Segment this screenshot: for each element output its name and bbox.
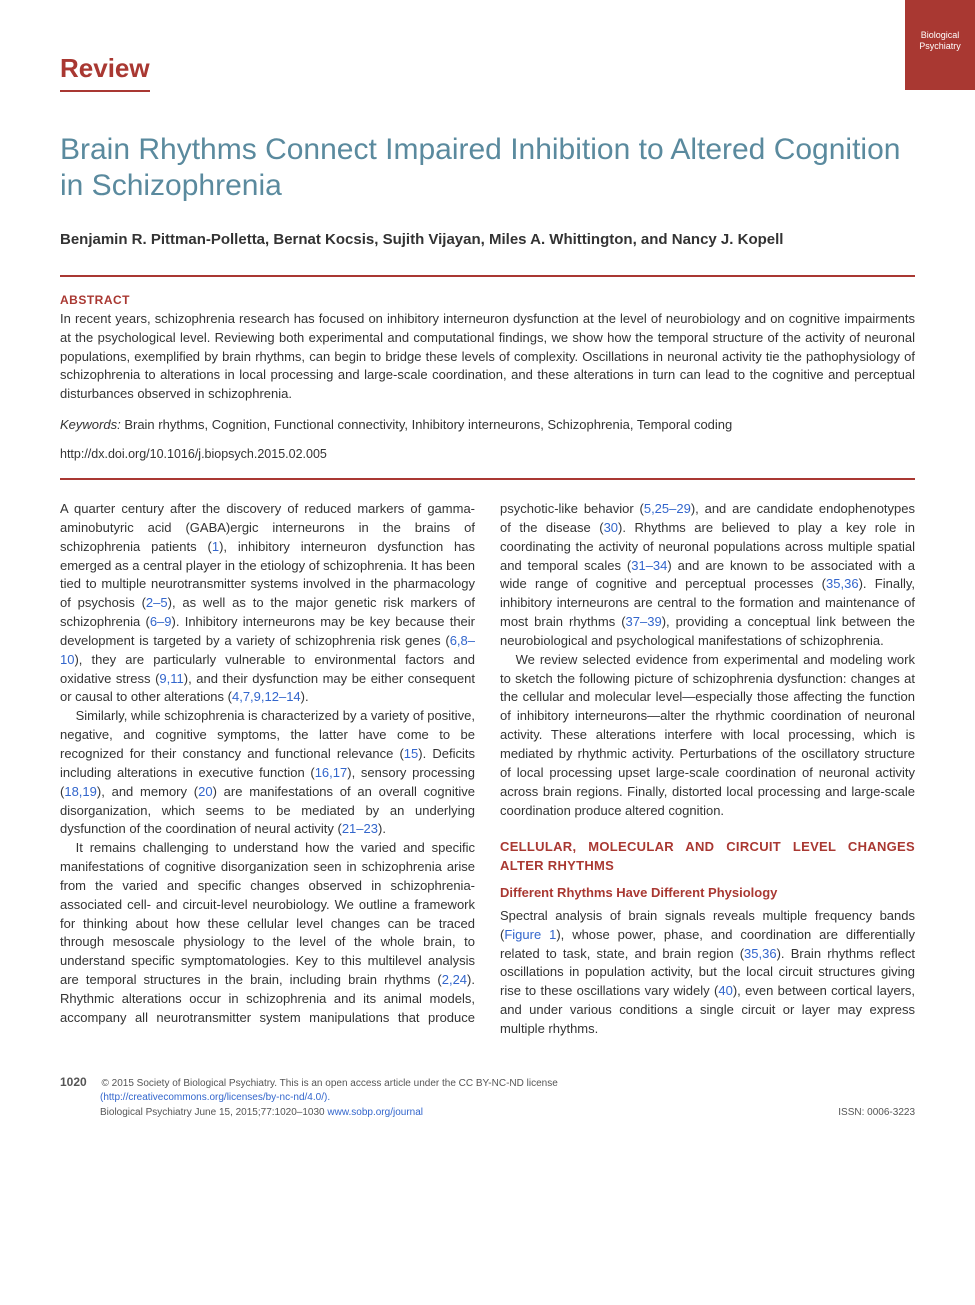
citation-link[interactable]: 31–34 [631,558,667,573]
citation-link[interactable]: 20 [198,784,212,799]
page: Biological Psychiatry Review Brain Rhyth… [0,0,975,1150]
keywords-label: Keywords: [60,417,121,432]
divider-top [60,275,915,277]
abstract-text: In recent years, schizophrenia research … [60,310,915,404]
body-columns: A quarter century after the discovery of… [60,500,915,1039]
article-title: Brain Rhythms Connect Impaired Inhibitio… [60,132,915,204]
body-paragraph: We review selected evidence from experim… [500,651,915,821]
citation-link[interactable]: 9,11 [159,671,183,686]
journal-citation: Biological Psychiatry June 15, 2015;77:1… [100,1107,423,1118]
citation-link[interactable]: 4,7,9,12–14 [232,689,301,704]
citation-link[interactable]: 18,19 [64,784,97,799]
divider-bottom [60,478,915,480]
citation-link[interactable]: 35,36 [826,576,859,591]
footer-left: 1020 © 2015 Society of Biological Psychi… [60,1074,558,1121]
abstract-block: ABSTRACT In recent years, schizophrenia … [60,292,915,463]
badge-line-1: Biological [905,30,975,41]
body-paragraph: A quarter century after the discovery of… [60,500,475,707]
body-paragraph: Spectral analysis of brain signals revea… [500,907,915,1039]
citation-link[interactable]: 35,36 [744,946,777,961]
citation-link[interactable]: 6–9 [150,614,172,629]
issn-text: ISSN: 0006-3223 [838,1106,915,1121]
copyright-text: © 2015 Society of Biological Psychiatry.… [101,1078,557,1089]
keywords-line: Keywords: Brain rhythms, Cognition, Func… [60,416,915,435]
citation-link[interactable]: 21–23 [342,821,378,836]
citation-link[interactable]: 40 [718,983,732,998]
doi-link[interactable]: http://dx.doi.org/10.1016/j.biopsych.201… [60,445,915,463]
article-type-label: Review [60,50,150,92]
citation-link[interactable]: 5,25–29 [644,501,691,516]
journal-link[interactable]: www.sobp.org/journal [327,1107,423,1118]
citation-link[interactable]: 2–5 [146,595,168,610]
section-heading-1: CELLULAR, MOLECULAR AND CIRCUIT LEVEL CH… [500,838,915,876]
author-list: Benjamin R. Pittman-Polletta, Bernat Koc… [60,229,915,251]
citation-link[interactable]: 37–39 [626,614,662,629]
page-footer: 1020 © 2015 Society of Biological Psychi… [60,1074,915,1121]
license-link[interactable]: (http://creativecommons.org/licenses/by-… [100,1092,330,1103]
body-paragraph: Similarly, while schizophrenia is charac… [60,707,475,839]
abstract-heading: ABSTRACT [60,292,915,309]
citation-link[interactable]: 2,24 [442,972,467,987]
badge-line-2: Psychiatry [905,41,975,52]
citation-link[interactable]: 15 [404,746,418,761]
citation-link[interactable]: 16,17 [315,765,348,780]
journal-corner-badge: Biological Psychiatry [905,0,975,90]
citation-link[interactable]: 1 [212,539,219,554]
page-number: 1020 [60,1075,87,1089]
keywords-text: Brain rhythms, Cognition, Functional con… [121,417,733,432]
citation-link[interactable]: 30 [604,520,618,535]
figure-link[interactable]: Figure 1 [504,927,556,942]
section-heading-2: Different Rhythms Have Different Physiol… [500,884,915,903]
